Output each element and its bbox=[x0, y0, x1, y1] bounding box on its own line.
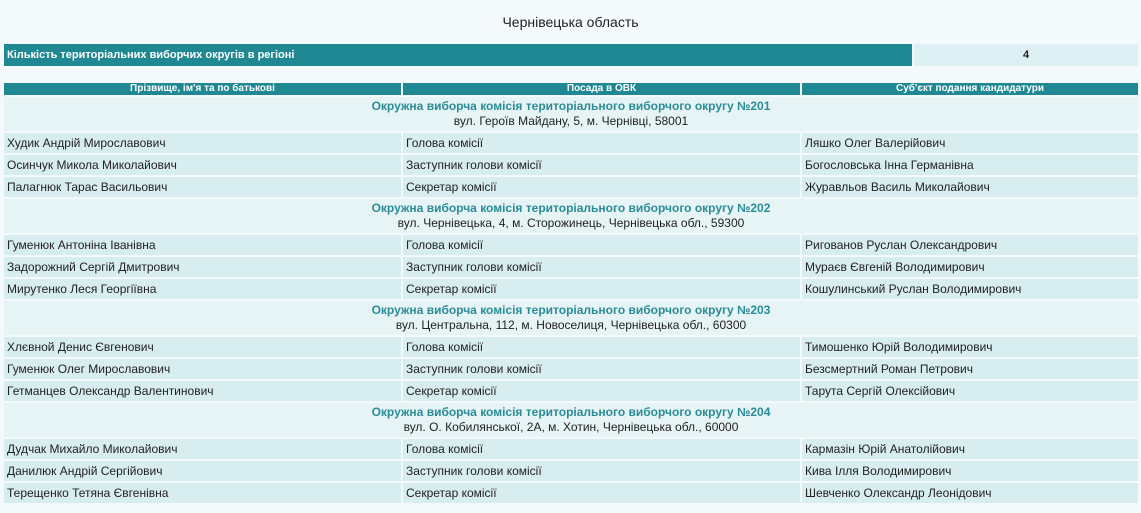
cell: Голова комісії bbox=[403, 133, 800, 153]
group-title: Окружна виборча комісія територіального … bbox=[371, 405, 771, 419]
member-row: Терещенко Тетяна Євгенівна Секретар коміс… bbox=[4, 483, 1138, 503]
cell: Шевченко Олександр Леонідович bbox=[802, 483, 1138, 503]
cell: Терещенко Тетяна Євгенівна bbox=[4, 483, 401, 503]
cell: Голова комісії bbox=[403, 337, 800, 357]
cell: Голова комісії bbox=[403, 439, 800, 459]
cell: Тарута Сергій Олексійович bbox=[802, 381, 1138, 401]
summary-value: 4 bbox=[914, 44, 1138, 66]
group-address: вул. Центральна, 112, м. Новоселиця, Чер… bbox=[395, 318, 747, 332]
cell: Кармазін Юрій Анатолійович bbox=[802, 439, 1138, 459]
member-row: Осинчук Микола Миколайович Заступник голо… bbox=[4, 155, 1138, 175]
cell: Дудчак Михайло Миколайович bbox=[4, 439, 401, 459]
group-title: Окружна виборча комісія територіального … bbox=[371, 99, 771, 113]
cell: Заступник голови комісії bbox=[403, 155, 800, 175]
group-address: вул. Чернівецька, 4, м. Сторожинець, Чер… bbox=[397, 216, 745, 230]
member-row: Данилюк Андрій Сергійович Заступник голов… bbox=[4, 461, 1138, 481]
column-header: Посада в ОВК bbox=[403, 83, 800, 95]
commission-table: Прізвище, ім'я та по батькові Посада в ОВ… bbox=[2, 81, 1140, 505]
member-row: Гуменюк Антоніна Іванівна Голова комісії Р… bbox=[4, 235, 1138, 255]
cell: Заступник голови комісії bbox=[403, 461, 800, 481]
cell: Палагнюк Тарас Васильович bbox=[4, 177, 401, 197]
cell: Богословська Інна Германівна bbox=[802, 155, 1138, 175]
member-row: Мирутенко Леся Георгіївна Секретар комісі… bbox=[4, 279, 1138, 299]
column-header: Суб'єкт подання кандидатури bbox=[802, 83, 1138, 95]
summary-bar: Кількість територіальних виборчих округі… bbox=[4, 44, 1138, 66]
cell: Тимошенко Юрій Володимирович bbox=[802, 337, 1138, 357]
member-row: Гетманцев Олександр Валентинович Секретар… bbox=[4, 381, 1138, 401]
member-row: Худик Андрій Мирославович Голова комісії Л… bbox=[4, 133, 1138, 153]
member-row: Палагнюк Тарас Васильович Секретар комісі… bbox=[4, 177, 1138, 197]
group-row: Окружна виборча комісія територіального … bbox=[4, 199, 1138, 233]
cell: Заступник голови комісії bbox=[403, 359, 800, 379]
member-row: Хлєвной Денис Євгенович Голова комісії Тим… bbox=[4, 337, 1138, 357]
member-row: Задорожний Сергій Дмитрович Заступник гол… bbox=[4, 257, 1138, 277]
cell: Гетманцев Олександр Валентинович bbox=[4, 381, 401, 401]
cell: Секретар комісії bbox=[403, 483, 800, 503]
group-address: вул. Героїв Майдану, 5, м. Чернівці, 580… bbox=[453, 114, 689, 128]
cell: Ригованов Руслан Олександрович bbox=[802, 235, 1138, 255]
cell: Гуменюк Антоніна Іванівна bbox=[4, 235, 401, 255]
cell: Мирутенко Леся Георгіївна bbox=[4, 279, 401, 299]
group-address: вул. О. Кобилянської, 2А, м. Хотин, Черн… bbox=[403, 420, 739, 434]
group-row: Окружна виборча комісія територіального … bbox=[4, 301, 1138, 335]
page-title: Чернівецька область bbox=[502, 14, 639, 30]
group-cell: Окружна виборча комісія територіального … bbox=[4, 97, 1138, 131]
cell: Хлєвной Денис Євгенович bbox=[4, 337, 401, 357]
cell: Секретар комісії bbox=[403, 177, 800, 197]
cell: Заступник голови комісії bbox=[403, 257, 800, 277]
group-cell: Окружна виборча комісія територіального … bbox=[4, 403, 1138, 437]
cell: Данилюк Андрій Сергійович bbox=[4, 461, 401, 481]
group-title: Окружна виборча комісія територіального … bbox=[371, 201, 771, 215]
summary-label: Кількість територіальних виборчих округі… bbox=[4, 44, 912, 66]
member-row: Гуменюк Олег Мирославович Заступник голов… bbox=[4, 359, 1138, 379]
cell: Мураєв Євгеній Володимирович bbox=[802, 257, 1138, 277]
cell: Худик Андрій Мирославович bbox=[4, 133, 401, 153]
cell: Гуменюк Олег Мирославович bbox=[4, 359, 401, 379]
group-title: Окружна виборча комісія територіального … bbox=[371, 303, 771, 317]
cell: Задорожний Сергій Дмитрович bbox=[4, 257, 401, 277]
member-row: Дудчак Михайло Миколайович Голова комісії… bbox=[4, 439, 1138, 459]
cell: Голова комісії bbox=[403, 235, 800, 255]
cell: Секретар комісії bbox=[403, 279, 800, 299]
cell: Кива Ілля Володимирович bbox=[802, 461, 1138, 481]
header-row: Прізвище, ім'я та по батькові Посада в ОВ… bbox=[4, 83, 1138, 95]
cell: Секретар комісії bbox=[403, 381, 800, 401]
column-header: Прізвище, ім'я та по батькові bbox=[4, 83, 401, 95]
cell: Безсмертний Роман Петрович bbox=[802, 359, 1138, 379]
cell: Журавльов Василь Миколайович bbox=[802, 177, 1138, 197]
cell: Кошулинський Руслан Володимирович bbox=[802, 279, 1138, 299]
group-row: Окружна виборча комісія територіального … bbox=[4, 97, 1138, 131]
cell: Осинчук Микола Миколайович bbox=[4, 155, 401, 175]
group-cell: Окружна виборча комісія територіального … bbox=[4, 301, 1138, 335]
group-cell: Окружна виборча комісія територіального … bbox=[4, 199, 1138, 233]
cell: Ляшко Олег Валерійович bbox=[802, 133, 1138, 153]
group-row: Окружна виборча комісія територіального … bbox=[4, 403, 1138, 437]
